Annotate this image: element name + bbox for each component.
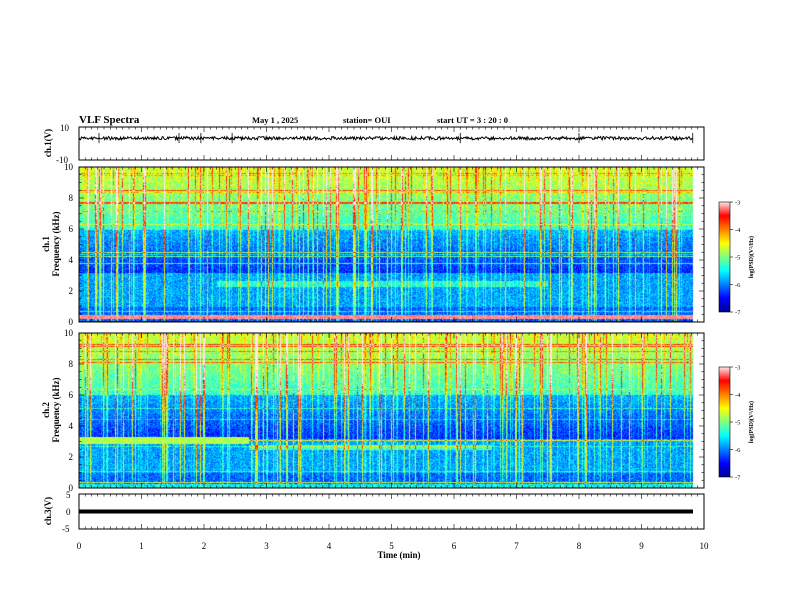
ch1-spectrogram-panel: 0 2 4 6 8 10 Frequency (kHz) ch.1 [41,162,705,327]
ch1-colorbar-label: log(PSD)(V²/Hz) [748,236,755,278]
ch2-channel-label: ch.2 [41,402,51,418]
ch3-waveform-trace [79,509,693,514]
ch2-colorbar-gradient [719,367,730,477]
ch1-ytick-bottom: -10 [56,155,68,165]
colorbar-tick-label: -3 [735,365,740,372]
ch2-colorbar-label: log(PSD)(V²/Hz) [748,401,755,443]
ch1-waveform-ticks [78,127,705,160]
colorbar-tick-label: -4 [735,392,741,399]
ch3-waveform-panel: 5 0 -5 ch.3(V) [43,490,705,534]
freq-tick-label: 10 [64,328,74,338]
ch1-colorbar-ticks: -3 -4 -5 -6 -7 [730,200,741,317]
ch3-ytick-mid: 0 [66,507,71,517]
freq-tick-label: 0 [69,317,74,327]
ch1-waveform-panel: 10 -10 ch.1(V) [43,123,705,165]
ch2-spectrogram-ylabel: Frequency (kHz) [51,377,61,442]
ch2-spectrogram-ytick-labels: 0 2 4 6 8 10 [64,328,74,493]
ch1-waveform-ylabel: ch.1(V) [43,129,53,157]
x-tick-label: 9 [639,541,644,551]
freq-tick-label: 6 [69,224,74,234]
ch2-spectrogram-image [79,333,704,488]
x-tick-label: 4 [327,541,332,551]
ch1-channel-label: ch.1 [41,236,51,252]
colorbar-tick-label: -5 [735,420,740,427]
x-axis-tick-labels: 0 1 2 3 4 5 6 7 8 9 10 [77,541,709,551]
station-label: station= OUI [343,115,391,125]
freq-tick-label: 10 [64,162,74,172]
freq-tick-label: 4 [69,421,74,431]
ch1-ytick-top: 10 [60,123,70,133]
ch1-spectrogram-ylabel: Frequency (kHz) [51,211,61,276]
colorbar-tick-label: -5 [735,255,740,262]
colorbar-tick-label: -6 [735,447,741,454]
ch3-waveform-ticks [78,494,705,529]
colorbar-tick-label: -6 [735,282,741,289]
ch1-spectrogram-ticks [78,166,705,323]
ch1-colorbar-gradient [719,202,730,312]
freq-tick-label: 8 [69,193,74,203]
colorbar-tick-label: -7 [735,475,741,482]
freq-tick-label: 8 [69,359,74,369]
date-label: May 1 , 2025 [252,115,298,125]
x-tick-label: 2 [202,541,207,551]
colorbar-tick-label: -7 [735,310,741,317]
x-tick-label: 0 [77,541,82,551]
x-axis-label: Time (min) [377,550,420,560]
freq-tick-label: 0 [69,483,74,493]
ch1-spectrogram-image [79,167,704,322]
ch3-ytick-bottom: -5 [62,524,70,534]
ch3-waveform-ylabel: ch.3(V) [43,497,53,525]
ch1-colorbar: -3 -4 -5 -6 -7 log(PSD)(V²/Hz) [718,200,755,317]
ch2-colorbar-ticks: -3 -4 -5 -6 -7 [730,365,741,482]
colorbar-tick-label: -3 [735,200,740,207]
freq-tick-label: 6 [69,390,74,400]
ch2-colorbar: -3 -4 -5 -6 -7 log(PSD)(V²/Hz) [718,365,755,482]
x-tick-label: 5 [389,541,394,551]
x-tick-label: 1 [139,541,144,551]
figure-title: VLF Spectra [79,114,140,126]
ch2-spectrogram-panel: 0 2 4 6 8 10 Frequency (kHz) ch.2 [41,328,705,493]
x-tick-label: 3 [264,541,269,551]
freq-tick-label: 4 [69,255,74,265]
freq-tick-label: 2 [69,452,74,462]
freq-tick-label: 2 [69,286,74,296]
x-tick-label: 6 [452,541,457,551]
ch1-waveform-spikes [98,132,694,144]
start-time-label: start UT = 3 : 20 : 0 [437,115,508,125]
ch1-spectrogram-ytick-labels: 0 2 4 6 8 10 [64,162,74,327]
colorbar-tick-label: -4 [735,227,741,234]
ch3-ytick-top: 5 [66,490,71,500]
ch2-spectrogram-ticks [78,332,705,489]
x-tick-label: 10 [700,541,710,551]
x-tick-label: 8 [577,541,582,551]
x-tick-label: 7 [514,541,519,551]
ch1-waveform-trace [78,134,693,142]
